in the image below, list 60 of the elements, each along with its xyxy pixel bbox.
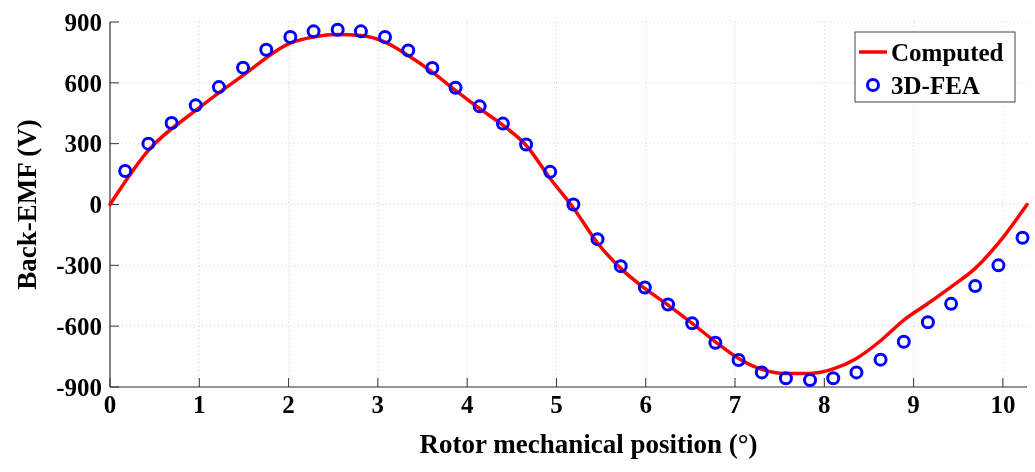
y-tick-label: -600 — [56, 312, 102, 340]
point — [211, 80, 226, 95]
y-tick-label: 0 — [89, 191, 102, 219]
x-tick-label: 6 — [639, 391, 652, 418]
x-tick-label: 9 — [907, 391, 920, 418]
point — [330, 22, 345, 37]
y-tick-label: 600 — [64, 69, 102, 97]
point — [118, 164, 133, 179]
point — [778, 371, 793, 386]
point — [1015, 230, 1030, 245]
point — [495, 116, 510, 131]
point — [448, 80, 463, 95]
point — [164, 115, 179, 130]
y-tick-label: -300 — [56, 252, 102, 280]
point — [472, 99, 487, 114]
x-tick-label: 8 — [818, 391, 831, 418]
point — [920, 315, 935, 330]
point — [259, 42, 274, 57]
x-tick-label: 10 — [990, 391, 1016, 418]
point — [425, 61, 440, 76]
legend-label: Computed — [891, 38, 1004, 66]
point — [188, 98, 203, 113]
point — [708, 335, 723, 350]
legend-label: 3D-FEA — [891, 71, 980, 99]
point — [401, 43, 416, 58]
point — [519, 137, 534, 152]
point — [306, 24, 321, 39]
point — [944, 296, 959, 311]
point — [849, 365, 864, 380]
x-tick-label: 2 — [282, 391, 295, 418]
y-tick-label: -900 — [56, 373, 102, 401]
x-tick-label: 1 — [193, 391, 206, 418]
point — [637, 280, 652, 295]
point — [283, 30, 298, 45]
point — [754, 365, 769, 380]
point — [991, 258, 1006, 273]
point — [543, 164, 558, 179]
point — [590, 232, 605, 247]
point — [896, 334, 911, 349]
point — [685, 316, 700, 331]
point — [566, 197, 581, 212]
x-tick-label: 7 — [728, 391, 742, 418]
point — [661, 297, 676, 312]
y-tick-label: 900 — [64, 8, 102, 36]
point — [236, 60, 251, 75]
x-tick-label: 4 — [460, 391, 474, 418]
point — [873, 352, 888, 367]
point — [731, 353, 746, 368]
x-tick-label: 3 — [371, 391, 385, 418]
point — [803, 373, 818, 388]
point — [826, 371, 841, 386]
point — [968, 279, 983, 294]
y-tick-label: 300 — [64, 130, 102, 158]
x-axis-title: Rotor mechanical position (°) — [419, 429, 758, 459]
point — [613, 259, 628, 274]
y-axis-title: Back-EMF (V) — [12, 119, 42, 290]
point — [141, 136, 156, 151]
x-tick-label: 5 — [550, 391, 563, 418]
point — [353, 24, 368, 39]
point — [378, 30, 393, 45]
